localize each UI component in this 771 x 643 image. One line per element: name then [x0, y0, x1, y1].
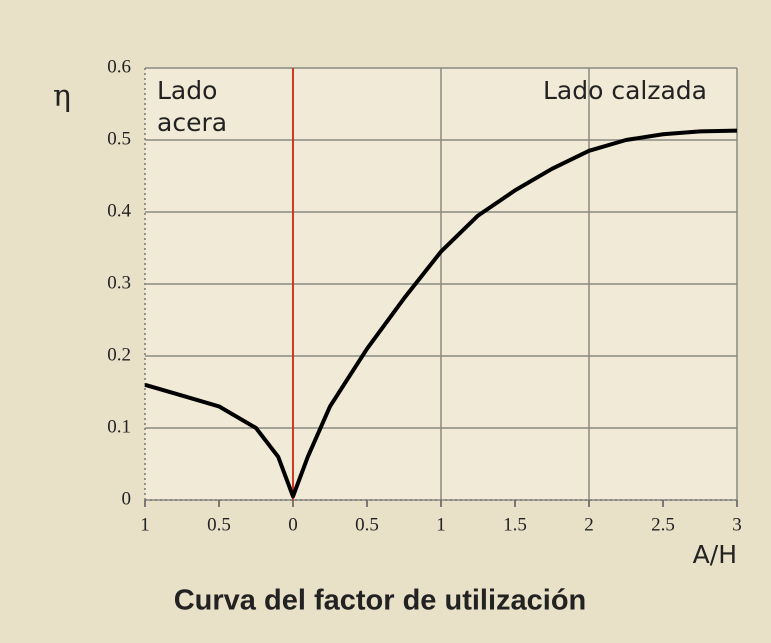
data-line: [144, 128, 738, 499]
x-tick-label: 0.5: [355, 514, 379, 535]
y-tick-label: 0.6: [107, 56, 131, 77]
x-tick-label: 1.5: [503, 514, 527, 535]
x-tick-label: 2: [584, 514, 594, 535]
y-axis-label: η: [53, 79, 71, 114]
y-tick-label: 0: [122, 488, 132, 509]
y-tick-label: 0.3: [107, 272, 131, 293]
x-tick-label: 1: [140, 514, 150, 535]
chart-title: Curva del factor de utilización: [174, 585, 587, 617]
y-tick-label: 0.1: [107, 416, 131, 437]
annotation: acera: [157, 108, 227, 137]
x-tick-label: 2.5: [651, 514, 675, 535]
y-tick-label: 0.4: [107, 200, 131, 221]
y-tick-label: 0.2: [107, 344, 131, 365]
y-tick-label: 0.5: [107, 128, 131, 149]
annotation: Lado calzada: [543, 76, 707, 105]
x-tick-label: 3: [732, 514, 742, 535]
x-tick-label: 0: [288, 514, 298, 535]
x-tick-label: 0.5: [207, 514, 231, 535]
x-axis-label: A/H: [693, 540, 737, 569]
x-tick-label: 1: [436, 514, 446, 535]
annotation: Lado: [157, 76, 217, 105]
